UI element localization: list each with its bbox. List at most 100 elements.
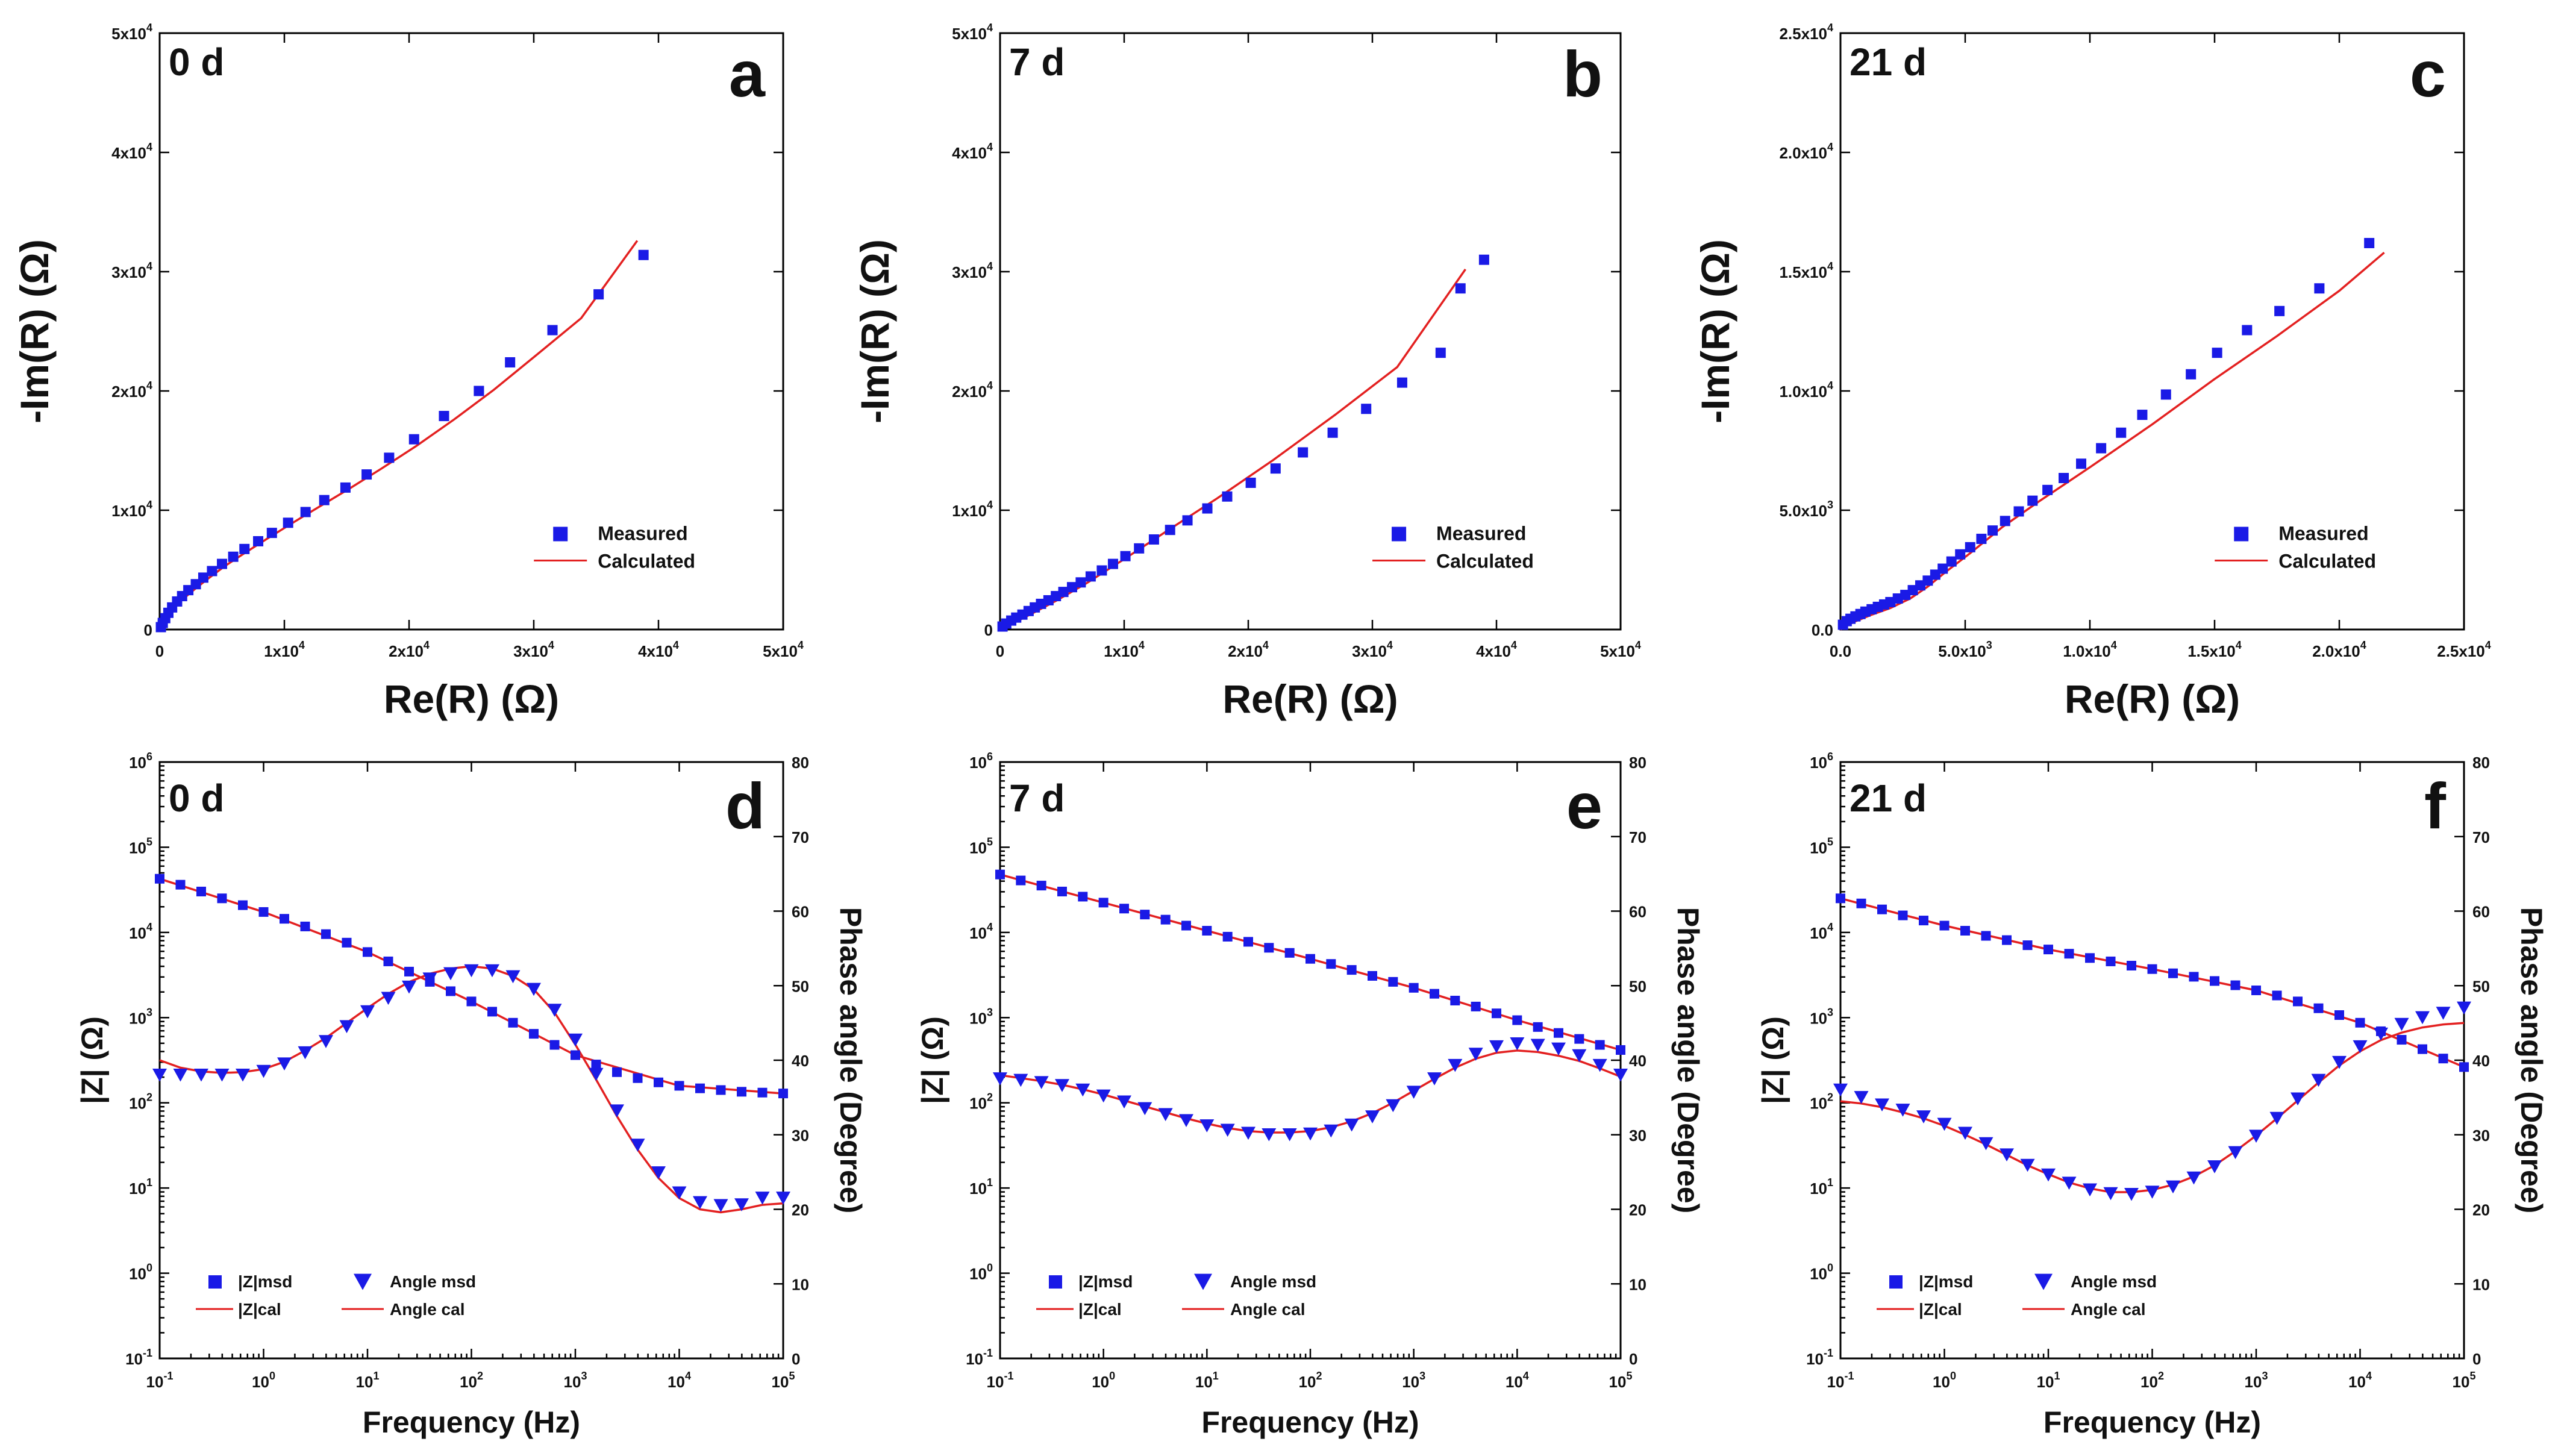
legend-z-cal-label: |Z|cal [1078,1300,1122,1319]
angle-measured-point [713,1199,728,1213]
legend-z-msd-marker [208,1275,222,1289]
x-tick-label: 10-1 [1827,1370,1854,1391]
y-tick-label: 104 [1810,921,1833,942]
z-measured-point [695,1083,705,1093]
z-measured-point [1264,943,1274,953]
x-tick-label: 102 [1299,1370,1322,1391]
measured-point [1245,477,1256,488]
measured-point [1096,565,1107,576]
panel-title: 7 d [1009,40,1065,84]
angle-measured-point [1937,1117,1952,1131]
angle-measured-point [1613,1068,1628,1082]
z-measured-point [1836,893,1845,904]
z-measured-point [1140,910,1150,920]
plot-frame [1839,32,2465,631]
x-tick-label: 104 [668,1370,691,1391]
y-tick-label: 104 [969,921,993,942]
y-axis-label: -Im(R) (Ω) [12,239,57,423]
legend-angle-msd-marker [354,1273,372,1290]
angle-calculated-line [999,1049,1621,1134]
measured-point [2186,369,2197,380]
measured-point [2000,516,2010,526]
angle-measured-point [610,1104,624,1117]
angle-measured-point [2249,1129,2263,1143]
y2-tick-label: 80 [1629,754,1646,772]
measured-point [474,386,484,396]
panel-title: 0 d [169,40,224,84]
angle-measured-point [2332,1055,2347,1069]
x-tick-label: 105 [2453,1370,2476,1391]
y-tick-label: 5x104 [111,22,152,43]
measured-point [1202,503,1213,514]
y2-tick-label: 10 [2472,1275,2490,1293]
measured-point [2013,506,2024,517]
y-tick-label: 105 [1810,836,1833,857]
angle-measured-point [1013,1073,1028,1087]
angle-measured-point [1117,1095,1131,1109]
legend-calculated-label: Calculated [1436,551,1534,572]
z-measured-point [175,880,186,890]
y-tick-label: 102 [969,1092,993,1113]
calculated-line [158,240,639,630]
panel-title: 0 d [169,776,224,820]
angle-measured-point [2062,1176,2077,1190]
z-measured-point [1492,1008,1501,1019]
calculated-line [1840,251,2385,631]
z-measured-point [238,900,248,910]
angle-calculated-line [1840,1022,2465,1193]
legend-measured-label: Measured [2278,523,2368,545]
z-measured-point [196,886,206,896]
z-measured-point [2313,1003,2324,1013]
angle-measured-point [1179,1114,1193,1128]
legend-angle-msd-label: Angle msd [390,1272,476,1291]
angle-measured-point [2415,1011,2430,1025]
angle-measured-point [651,1166,666,1179]
y2-tick-label: 50 [2472,977,2490,995]
legend-angle-msd-label: Angle msd [1230,1272,1316,1291]
z-measured-point [2355,1017,2365,1028]
measured-point [408,434,419,445]
angle-measured-point [1158,1108,1173,1122]
angle-measured-point [256,1064,271,1078]
angle-measured-point [755,1192,770,1205]
legend-calculated-label: Calculated [2278,551,2376,572]
calculated-line [999,268,1466,631]
z-measured-point [342,937,352,948]
z-measured-point [1388,976,1398,987]
y-tick-label: 103 [129,1006,152,1027]
z-measured-point [217,893,227,904]
legend-measured-marker [1392,526,1407,542]
measured-point [1075,577,1086,588]
y-axis-label: |Z| (Ω) [75,1016,110,1104]
z-measured-point [2397,1035,2407,1045]
angle-measured-point [1468,1048,1483,1061]
x-tick-label: 1x104 [1104,639,1145,660]
measured-point [593,289,604,300]
legend-measured-label: Measured [1436,523,1526,545]
y-tick-label: 1x104 [111,499,152,520]
y2-tick-label: 80 [792,754,809,772]
y-tick-label: 105 [129,836,152,857]
angle-measured-point [1241,1126,1255,1140]
panel-title: 21 d [1850,776,1927,820]
angle-measured-point [485,964,499,978]
angle-measured-point [776,1192,790,1205]
z-measured-point [2147,964,2157,974]
x-tick-label: 3x104 [1352,639,1393,660]
measured-point [228,551,239,562]
z-measured-point [633,1073,643,1083]
x-tick-label: 102 [460,1370,483,1391]
y2-tick-label: 40 [792,1052,809,1070]
measured-point [1085,571,1096,582]
legend-angle-cal-label: Angle cal [2071,1300,2145,1319]
measured-point [2242,325,2253,336]
angle-measured-point [1344,1118,1359,1132]
y-tick-label: 2x104 [952,380,993,401]
x-tick-label: 105 [1609,1370,1633,1391]
y-tick-label: 100 [969,1262,993,1283]
z-measured-point [1856,898,1866,908]
angle-measured-point [505,970,521,984]
measured-point [2364,237,2375,248]
measured-point [1120,551,1131,561]
z-measured-point [2168,968,2178,978]
